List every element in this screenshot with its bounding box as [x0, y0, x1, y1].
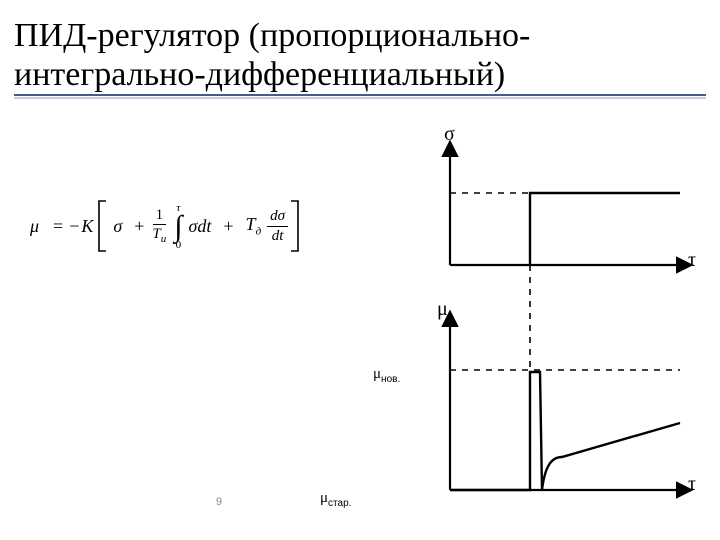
right-bracket-icon [290, 200, 300, 252]
equation-plus-1: + [134, 216, 144, 237]
left-bracket-icon [97, 200, 107, 252]
frac2-den: dt [272, 227, 284, 245]
frac2-num-d: d [270, 208, 278, 224]
slide-title: ПИД-регулятор (пропорционально-интеграль… [14, 16, 706, 94]
mu-old-glyph: μ [320, 490, 328, 506]
mu-new-glyph: μ [373, 366, 381, 382]
pid-equation: μ = − K σ + 1 Tи τ ∫ 0 σdt + Tд dσ [30, 200, 300, 252]
mu-old-sub: стар. [328, 498, 351, 509]
frac1-den: Tи [152, 225, 166, 245]
sigma-step-curve [530, 193, 680, 265]
frac1-num: 1 [153, 207, 167, 226]
title-underline-shadow [14, 97, 706, 99]
frac2-num: dσ [267, 208, 288, 227]
title-block: ПИД-регулятор (пропорционально-интеграль… [14, 16, 706, 94]
sigma-axis-label: σ [444, 123, 455, 146]
page-number: 9 [216, 496, 222, 508]
sigma-tau-label: τ [688, 249, 696, 272]
equation-integrand-sigma: σ [188, 216, 197, 237]
mu-tau-label: τ [688, 473, 696, 496]
frac1-den-sub: и [161, 233, 167, 245]
integral-icon: τ ∫ 0 [174, 204, 182, 250]
mu-axis-label: μ [437, 298, 448, 321]
equation-K: K [81, 216, 93, 237]
equation-Td-T: T [246, 214, 256, 234]
equation-Td: Tд [246, 214, 262, 238]
integral-symbol: ∫ [174, 213, 182, 242]
equation-mu: μ [30, 216, 39, 237]
graphs-panel: σ τ μ τ [420, 135, 705, 515]
frac2-num-sigma: σ [278, 208, 285, 224]
equation-Td-sub: д [256, 226, 262, 238]
graphs-svg [420, 135, 705, 515]
equation-sigma: σ [113, 216, 122, 237]
slide: ПИД-регулятор (пропорционально-интеграль… [0, 0, 720, 540]
mu-old-annotation: μстар. [320, 490, 351, 509]
equation-minus: − [69, 216, 79, 237]
equation-plus-2: + [223, 216, 233, 237]
mu-response-curve [450, 372, 680, 490]
equation-frac-dsigma-dt: dσ dt [267, 208, 288, 244]
frac1-den-T: T [152, 226, 160, 242]
integral-lower: 0 [176, 241, 182, 250]
equation-integrand-dt: dt [197, 216, 211, 237]
title-underline [14, 94, 706, 96]
equation-frac-1overTi: 1 Tи [152, 207, 166, 246]
equation-equals: = [53, 216, 63, 237]
mu-new-sub: нов. [381, 374, 400, 385]
mu-new-annotation: μнов. [373, 366, 400, 385]
